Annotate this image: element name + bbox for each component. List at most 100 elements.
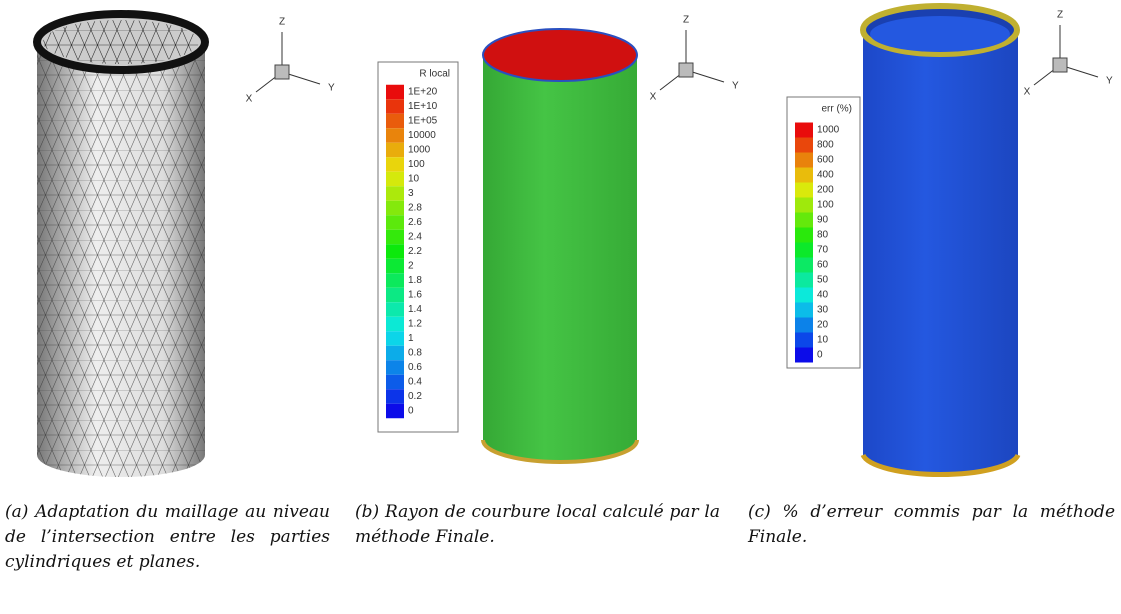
caption-text: % d’erreur commis par la méthode Finale. xyxy=(748,502,1115,547)
legend-label: 1.4 xyxy=(408,304,422,315)
legend-swatch xyxy=(386,302,404,317)
legend-swatch xyxy=(386,128,404,143)
legend-swatch xyxy=(386,142,404,158)
legend-swatch xyxy=(795,317,813,333)
legend-swatch xyxy=(386,229,404,245)
legend-swatch xyxy=(795,257,813,273)
axis-cube xyxy=(1052,57,1068,73)
legend-swatch xyxy=(386,273,404,288)
legend-swatch xyxy=(386,403,404,419)
legend-swatch xyxy=(386,113,404,129)
legend-label: 100 xyxy=(817,200,834,211)
legend-swatch xyxy=(386,99,404,114)
legend-swatch xyxy=(795,197,813,213)
legend-swatch xyxy=(386,244,404,259)
legend-swatch xyxy=(386,389,404,404)
legend-swatch xyxy=(386,200,404,216)
legend-label: 800 xyxy=(817,140,834,151)
legend-swatch xyxy=(795,272,813,288)
legend-label: 80 xyxy=(817,230,829,241)
legend-label: 1E+20 xyxy=(408,87,438,98)
legend-label: 0.2 xyxy=(408,391,422,402)
legend-label: 1000 xyxy=(408,145,431,156)
legend-swatch xyxy=(386,287,404,303)
legend-label: 1.8 xyxy=(408,275,422,286)
legend-swatch xyxy=(795,242,813,258)
legend-swatch xyxy=(386,331,404,346)
axis-label: Y xyxy=(1106,76,1113,87)
axis-label: Z xyxy=(1057,10,1063,21)
legend-label: 20 xyxy=(817,320,829,331)
legend-label: 1E+10 xyxy=(408,101,438,112)
legend-label: 90 xyxy=(817,215,829,226)
legend-swatch xyxy=(386,345,404,361)
legend-swatch xyxy=(795,302,813,318)
legend-label: 1.6 xyxy=(408,290,422,301)
axis-label: Y xyxy=(328,83,335,94)
legend-swatch xyxy=(386,186,404,201)
legend-swatch xyxy=(795,347,813,363)
legend-label: 3 xyxy=(408,188,414,199)
axis-cube xyxy=(678,62,694,78)
caption-label: (a) xyxy=(5,502,29,522)
legend-label: 200 xyxy=(817,185,834,196)
legend-swatch xyxy=(386,215,404,230)
legend-label: 10000 xyxy=(408,130,436,141)
legend-label: 50 xyxy=(817,275,829,286)
axis-label: Y xyxy=(732,81,739,92)
cylinder-mesh xyxy=(33,10,209,477)
legend-swatch xyxy=(795,122,813,138)
legend-label: 10 xyxy=(817,335,829,346)
legend-title: err (%) xyxy=(821,104,852,115)
legend-swatch xyxy=(795,182,813,198)
legend-swatch xyxy=(795,152,813,168)
cylinder-error xyxy=(860,3,1021,477)
legend-label: 2.4 xyxy=(408,232,422,243)
legend-label: 70 xyxy=(817,245,829,256)
legend-label: 30 xyxy=(817,305,829,316)
cylinder-curvature xyxy=(481,28,639,464)
legend-swatch xyxy=(795,137,813,153)
caption-label: (c) xyxy=(748,502,771,522)
caption: (c) % d’erreur commis par la méthode Fin… xyxy=(748,500,1115,550)
legend-label: 100 xyxy=(408,159,425,170)
legend-label: 0 xyxy=(817,350,823,361)
legend-swatch xyxy=(795,212,813,228)
caption: (b) Rayon de courbure local calculé par … xyxy=(355,500,720,550)
legend-swatch xyxy=(386,84,404,100)
legend-label: 1 xyxy=(408,333,414,344)
legend-swatch xyxy=(386,316,404,332)
axis-label: Z xyxy=(683,15,689,26)
axis-cube xyxy=(274,64,290,80)
legend-label: 0 xyxy=(408,406,414,417)
legend-swatch xyxy=(386,374,404,390)
axis-label: Z xyxy=(279,17,285,28)
legend-label: 2.6 xyxy=(408,217,422,228)
legend-label: 10 xyxy=(408,174,420,185)
legend-title: R local xyxy=(419,69,450,80)
caption-text: Adaptation du maillage au niveau de l’in… xyxy=(5,502,331,572)
axis-label: X xyxy=(246,94,253,105)
caption-text: Rayon de courbure local calculé par la m… xyxy=(355,502,721,547)
legend-label: 2 xyxy=(408,261,414,272)
legend-label: 0.8 xyxy=(408,348,422,359)
legend-label: 1.2 xyxy=(408,319,422,330)
legend-swatch xyxy=(386,360,404,375)
legend-label: 1E+05 xyxy=(408,116,438,127)
legend-label: 1000 xyxy=(817,125,840,136)
legend-swatch xyxy=(386,157,404,172)
legend-swatch xyxy=(795,227,813,243)
legend-label: 60 xyxy=(817,260,829,271)
legend-swatch xyxy=(386,258,404,274)
legend-label: 400 xyxy=(817,170,834,181)
legend-label: 2.2 xyxy=(408,246,422,257)
caption-label: (b) xyxy=(355,502,380,522)
legend-swatch xyxy=(795,332,813,348)
legend-swatch xyxy=(386,171,404,187)
legend-label: 0.4 xyxy=(408,377,422,388)
legend-swatch xyxy=(795,167,813,183)
axis-label: X xyxy=(650,92,657,103)
legend-swatch xyxy=(795,287,813,303)
